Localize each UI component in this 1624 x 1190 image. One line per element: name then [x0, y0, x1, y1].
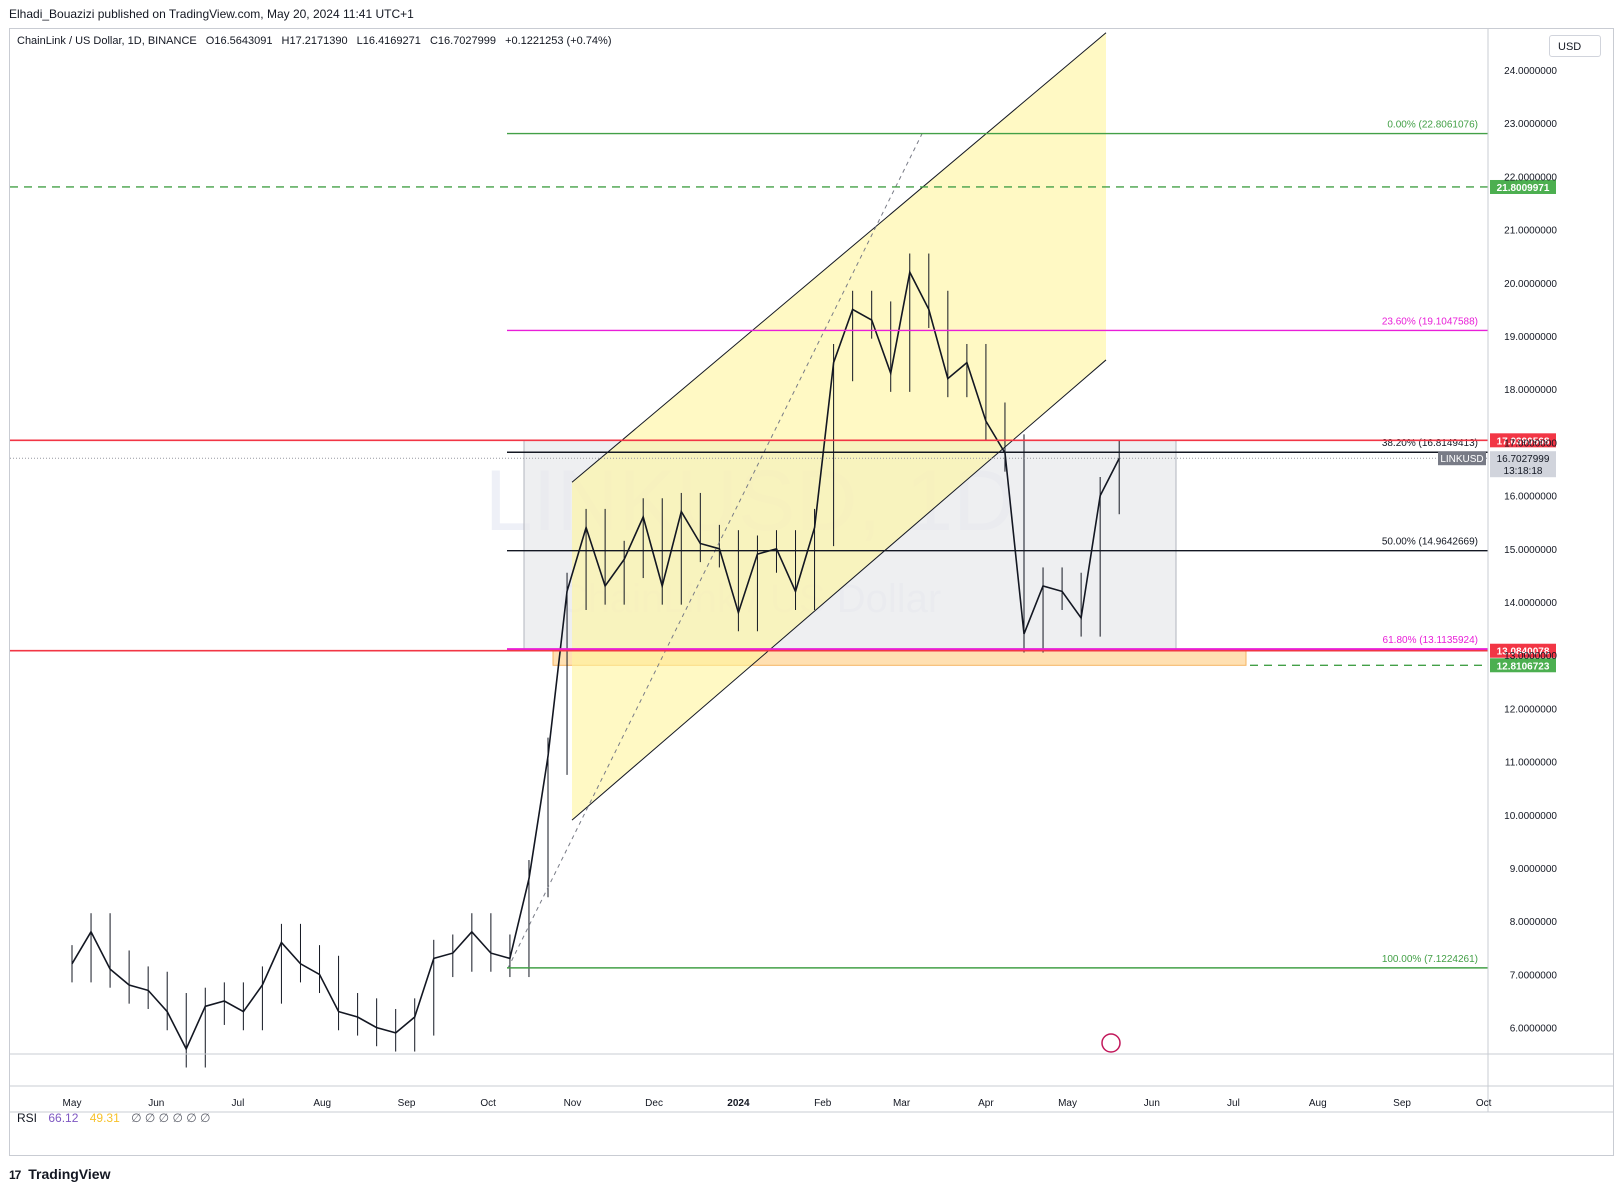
fib-level-label: 100.00% (7.1224261) — [1382, 954, 1478, 965]
channel-fill — [572, 32, 1106, 821]
level-price-text: 21.8009971 — [1497, 183, 1550, 194]
legend-change: +0.1221253 (+0.74%) — [505, 35, 612, 47]
rsi-empty-values: ∅ ∅ ∅ ∅ ∅ ∅ — [131, 1111, 211, 1125]
chart-frame — [9, 28, 1614, 1156]
fib-level-label: 23.60% (19.1047588) — [1382, 316, 1478, 327]
level-price-tag — [1490, 433, 1556, 448]
x-tick-label: Sep — [398, 1098, 416, 1109]
level-price-text: 13.0840078 — [1497, 647, 1550, 658]
tradingview-brand[interactable]: 17 TradingView — [9, 1166, 110, 1182]
rsi-label: RSI — [17, 1111, 38, 1125]
publisher-line: Elhadi_Bouazizi published on TradingView… — [9, 7, 414, 21]
y-tick-label: 6.0000000 — [1510, 1024, 1558, 1035]
rsi-legend: RSI 66.12 49.31 ∅ ∅ ∅ ∅ ∅ ∅ — [17, 1111, 211, 1125]
legend-high: H17.2171390 — [281, 35, 348, 47]
y-tick-label: 17.0000000 — [1504, 438, 1557, 449]
x-tick-label: Aug — [313, 1098, 331, 1109]
currency-button[interactable]: USD — [1549, 35, 1601, 57]
y-tick-label: 15.0000000 — [1504, 545, 1557, 556]
symbol-tag-text: LINKUSD — [1440, 454, 1483, 465]
x-tick-label: May — [63, 1098, 82, 1109]
last-price-text: 16.7027999 — [1497, 454, 1550, 465]
y-tick-label: 24.0000000 — [1504, 66, 1557, 77]
y-tick-label: 7.0000000 — [1510, 970, 1558, 981]
x-tick-label: Oct — [1476, 1098, 1492, 1109]
x-tick-label: Feb — [814, 1098, 832, 1109]
countdown-text: 13:18:18 — [1504, 466, 1543, 477]
y-tick-label: 9.0000000 — [1510, 864, 1558, 875]
level-price-tag — [1490, 643, 1556, 658]
y-tick-label: 13.0000000 — [1504, 651, 1557, 662]
y-tick-label: 10.0000000 — [1504, 811, 1557, 822]
price-line — [71, 269, 1120, 1051]
x-tick-label: Apr — [978, 1098, 994, 1109]
x-tick-label: Jul — [232, 1098, 245, 1109]
x-tick-label: Aug — [1309, 1098, 1327, 1109]
legend-close: C16.7027999 — [429, 35, 497, 47]
y-tick-label: 19.0000000 — [1504, 332, 1557, 343]
symbol-legend: ChainLink / US Dollar, 1D, BINANCE O16.5… — [17, 35, 618, 47]
x-tick-label: 2024 — [727, 1098, 750, 1109]
y-tick-label: 21.0000000 — [1504, 226, 1557, 237]
fib-level-label: 61.80% (13.1135924) — [1383, 635, 1478, 646]
last-price-tag — [1490, 451, 1556, 478]
symbol-tag — [1438, 451, 1486, 466]
x-tick-label: Mar — [893, 1098, 911, 1109]
y-tick-label: 18.0000000 — [1504, 385, 1557, 396]
x-tick-label: May — [1058, 1098, 1077, 1109]
level-price-tag — [1490, 658, 1556, 673]
x-tick-label: Dec — [645, 1098, 663, 1109]
x-tick-label: Sep — [1393, 1098, 1411, 1109]
y-tick-label: 16.0000000 — [1504, 492, 1557, 503]
y-tick-label: 22.0000000 — [1504, 172, 1557, 183]
y-tick-label: 14.0000000 — [1504, 598, 1557, 609]
y-tick-label: 23.0000000 — [1504, 119, 1557, 130]
rsi-value-2: 49.31 — [89, 1111, 120, 1125]
channel-upper-line — [571, 32, 1107, 483]
event-icon[interactable] — [1101, 1033, 1121, 1053]
brand-label: TradingView — [28, 1166, 111, 1182]
x-tick-label: Oct — [480, 1098, 496, 1109]
fib-level-label: 50.00% (14.9642669) — [1382, 537, 1478, 548]
fib-level-label: 0.00% (22.8061076) — [1387, 120, 1478, 131]
legend-low: L16.4169271 — [356, 35, 421, 47]
level-price-text: 12.8106723 — [1497, 661, 1550, 672]
level-price-text: 17.0390568 — [1497, 436, 1550, 447]
y-tick-label: 20.0000000 — [1504, 279, 1557, 290]
x-tick-label: Jun — [148, 1098, 164, 1109]
tradingview-logo-icon: 17 — [9, 1168, 21, 1182]
legend-symbol: ChainLink / US Dollar, 1D, BINANCE — [17, 35, 197, 47]
y-tick-label: 12.0000000 — [1504, 704, 1557, 715]
x-tick-label: Jul — [1227, 1098, 1240, 1109]
rsi-value-1: 66.12 — [48, 1111, 79, 1125]
x-tick-label: Nov — [564, 1098, 582, 1109]
channel-lower-line — [571, 359, 1107, 821]
x-tick-label: Jun — [1144, 1098, 1160, 1109]
y-tick-label: 8.0000000 — [1510, 917, 1558, 928]
fib-level-label: 38.20% (16.8149413) — [1382, 438, 1478, 449]
level-price-tag — [1490, 179, 1556, 194]
y-tick-label: 11.0000000 — [1505, 758, 1558, 769]
legend-open: O16.5643091 — [205, 35, 273, 47]
